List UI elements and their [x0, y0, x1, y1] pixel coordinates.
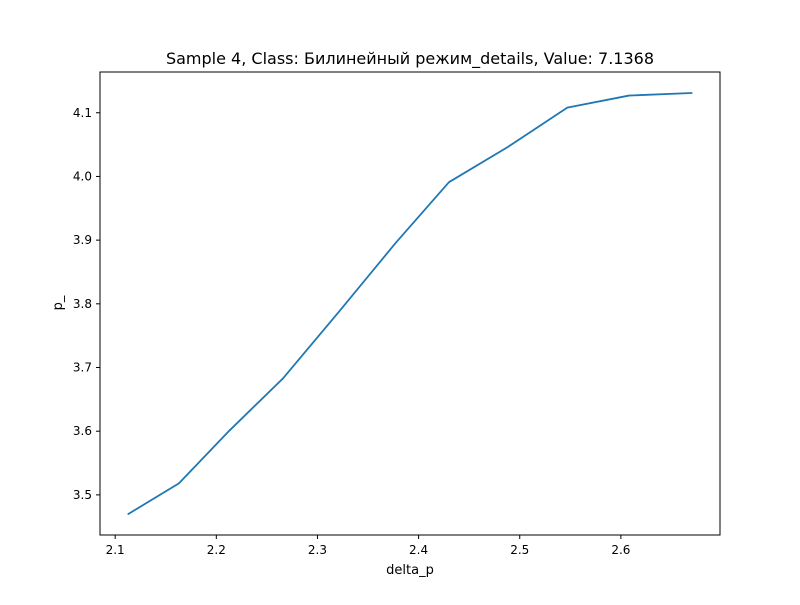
y-tick-label: 3.8 — [73, 297, 92, 311]
x-tick-label: 2.5 — [510, 543, 529, 557]
x-tick-label: 2.4 — [409, 543, 428, 557]
y-tick-label: 3.7 — [73, 361, 92, 375]
series-layer — [127, 92, 693, 515]
y-axis-label: p_ — [51, 295, 66, 310]
x-axis-label: delta_p — [386, 563, 434, 578]
plot-area-frame — [99, 71, 721, 536]
chart-title: Sample 4, Class: Билинейный режим_detail… — [166, 49, 654, 69]
y-tick-label: 3.5 — [73, 488, 92, 502]
y-tick-label: 4.0 — [73, 169, 92, 183]
y-tick-label: 4.1 — [73, 106, 92, 120]
x-tick-label: 2.3 — [308, 543, 327, 557]
x-tick-label: 2.1 — [106, 543, 125, 557]
y-tick-label: 3.9 — [73, 233, 92, 247]
series-line — [127, 92, 693, 515]
x-tick-label: 2.6 — [611, 543, 630, 557]
x-axis-ticks: 2.1 2.2 2.3 2.4 2.5 2.6 — [106, 535, 630, 557]
y-axis-ticks: 3.5 3.6 3.7 3.8 3.9 4.0 4.1 — [73, 106, 100, 502]
y-tick-label: 3.6 — [73, 424, 92, 438]
x-tick-label: 2.2 — [207, 543, 226, 557]
